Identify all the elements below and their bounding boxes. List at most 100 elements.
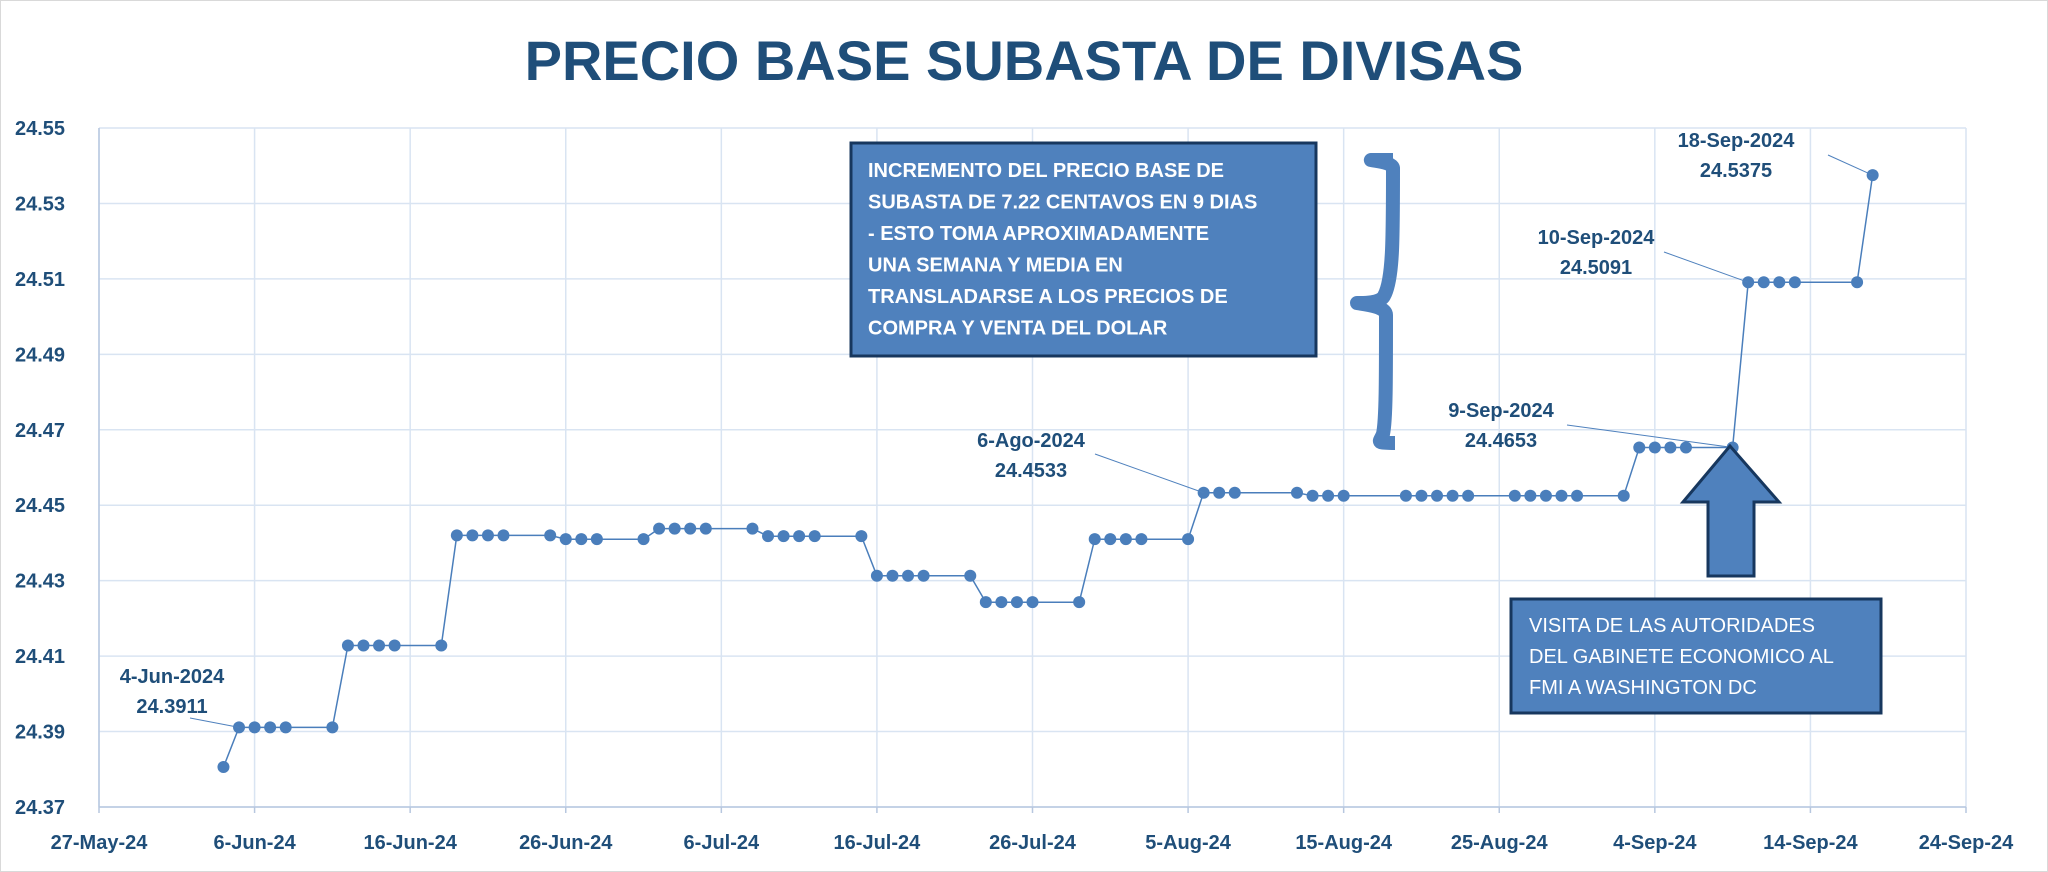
data-point bbox=[264, 721, 277, 734]
data-point bbox=[1524, 489, 1537, 502]
annotation-leader bbox=[1663, 251, 1749, 283]
y-tick-label: 24.39 bbox=[15, 722, 65, 744]
series bbox=[217, 169, 1879, 774]
x-tick-label: 16-Jun-24 bbox=[363, 832, 457, 854]
data-point bbox=[1431, 489, 1444, 502]
x-tick-label: 24-Sep-24 bbox=[1919, 832, 2014, 854]
data-point bbox=[1026, 596, 1039, 609]
data-point bbox=[1571, 489, 1584, 502]
annotation-leader bbox=[1827, 154, 1873, 176]
note-box-line: COMPRA Y VENTA DEL DOLAR bbox=[868, 318, 1168, 340]
x-tick-label: 15-Aug-24 bbox=[1295, 832, 1393, 854]
data-point bbox=[217, 761, 230, 774]
data-point bbox=[699, 522, 712, 535]
x-tick-label: 26-Jul-24 bbox=[989, 832, 1077, 854]
note-box-line: FMI A WASHINGTON DC bbox=[1529, 677, 1757, 699]
arrow bbox=[1679, 443, 1783, 578]
annotation-leader bbox=[1094, 453, 1204, 494]
data-point bbox=[1415, 489, 1428, 502]
data-point bbox=[1182, 533, 1195, 546]
annotation-value: 24.4653 bbox=[1465, 430, 1537, 452]
note-box-line: INCREMENTO DEL PRECIO BASE DE bbox=[868, 160, 1224, 182]
data-point bbox=[590, 533, 603, 546]
data-point bbox=[917, 569, 930, 582]
data-point bbox=[684, 522, 697, 535]
data-point bbox=[1213, 486, 1226, 499]
data-point bbox=[248, 721, 261, 734]
x-tick-label: 6-Jul-24 bbox=[684, 832, 760, 854]
y-tick-label: 24.53 bbox=[15, 193, 65, 215]
data-point bbox=[1679, 441, 1692, 454]
x-tick-label: 4-Sep-24 bbox=[1613, 832, 1697, 854]
data-point bbox=[1104, 533, 1117, 546]
note-box-increase: INCREMENTO DEL PRECIO BASE DE SUBASTA DE … bbox=[849, 141, 1318, 358]
y-tick-label: 24.37 bbox=[15, 797, 65, 819]
note-box-line: UNA SEMANA Y MEDIA EN bbox=[868, 255, 1123, 277]
data-point bbox=[1399, 489, 1412, 502]
data-point bbox=[1851, 276, 1864, 289]
y-tick-label: 24.55 bbox=[15, 118, 65, 140]
y-tick-label: 24.49 bbox=[15, 344, 65, 366]
data-point bbox=[497, 529, 510, 542]
annotation-leader bbox=[189, 717, 240, 728]
note-box-line: DEL GABINETE ECONOMICO AL bbox=[1529, 646, 1834, 668]
data-point bbox=[1088, 533, 1101, 546]
data-point bbox=[1788, 276, 1801, 289]
data-point bbox=[746, 522, 759, 535]
data-point bbox=[1228, 486, 1241, 499]
annotation-date: 10-Sep-2024 bbox=[1538, 227, 1656, 249]
x-tick-label: 27-May-24 bbox=[51, 832, 149, 854]
annotation-date: 4-Jun-2024 bbox=[120, 666, 225, 688]
data-point bbox=[637, 533, 650, 546]
x-tick-label: 16-Jul-24 bbox=[834, 832, 922, 854]
data-point bbox=[902, 569, 915, 582]
data-point bbox=[481, 529, 494, 542]
data-point bbox=[1508, 489, 1521, 502]
data-point bbox=[995, 596, 1008, 609]
data-point bbox=[575, 533, 588, 546]
x-tick-label: 5-Aug-24 bbox=[1145, 832, 1231, 854]
y-tick-label: 24.51 bbox=[15, 269, 65, 291]
y-tick-label: 24.45 bbox=[15, 495, 65, 517]
data-point bbox=[793, 530, 806, 543]
data-point bbox=[1135, 533, 1148, 546]
y-tick-label: 24.43 bbox=[15, 571, 65, 593]
data-point bbox=[1664, 441, 1677, 454]
data-point bbox=[870, 569, 883, 582]
up-arrow-icon bbox=[1679, 443, 1783, 578]
data-point bbox=[979, 596, 992, 609]
data-point bbox=[1306, 489, 1319, 502]
annotation-value: 24.5375 bbox=[1700, 160, 1772, 182]
data-point bbox=[373, 639, 386, 652]
curly-brace bbox=[1350, 153, 1400, 450]
note-box-visit-text: VISITA DE LAS AUTORIDADES DEL GABINETE EC… bbox=[1529, 615, 1834, 699]
data-point bbox=[1119, 533, 1132, 546]
data-point bbox=[1322, 489, 1335, 502]
data-point bbox=[1446, 489, 1459, 502]
data-point bbox=[1648, 441, 1661, 454]
data-point bbox=[762, 530, 775, 543]
data-point bbox=[1773, 276, 1786, 289]
data-point bbox=[388, 639, 401, 652]
data-point bbox=[1462, 489, 1475, 502]
note-box-line: TRANSLADARSE A LOS PRECIOS DE bbox=[868, 286, 1228, 308]
data-point bbox=[1633, 441, 1646, 454]
data-point bbox=[466, 529, 479, 542]
data-point bbox=[341, 639, 354, 652]
data-point bbox=[1617, 489, 1630, 502]
data-point bbox=[357, 639, 370, 652]
data-point bbox=[279, 721, 292, 734]
data-point bbox=[450, 529, 463, 542]
data-point bbox=[886, 569, 899, 582]
data-point bbox=[435, 639, 448, 652]
y-tick-label: 24.41 bbox=[15, 646, 65, 668]
annotation-date: 9-Sep-2024 bbox=[1448, 400, 1554, 422]
annotation-value: 24.5091 bbox=[1560, 257, 1632, 279]
annotation-date: 6-Ago-2024 bbox=[977, 430, 1086, 452]
data-point bbox=[544, 529, 557, 542]
data-point bbox=[1290, 486, 1303, 499]
note-box-line: SUBASTA DE 7.22 CENTAVOS EN 9 DIAS bbox=[868, 192, 1257, 214]
data-point bbox=[1073, 596, 1086, 609]
data-point bbox=[777, 530, 790, 543]
